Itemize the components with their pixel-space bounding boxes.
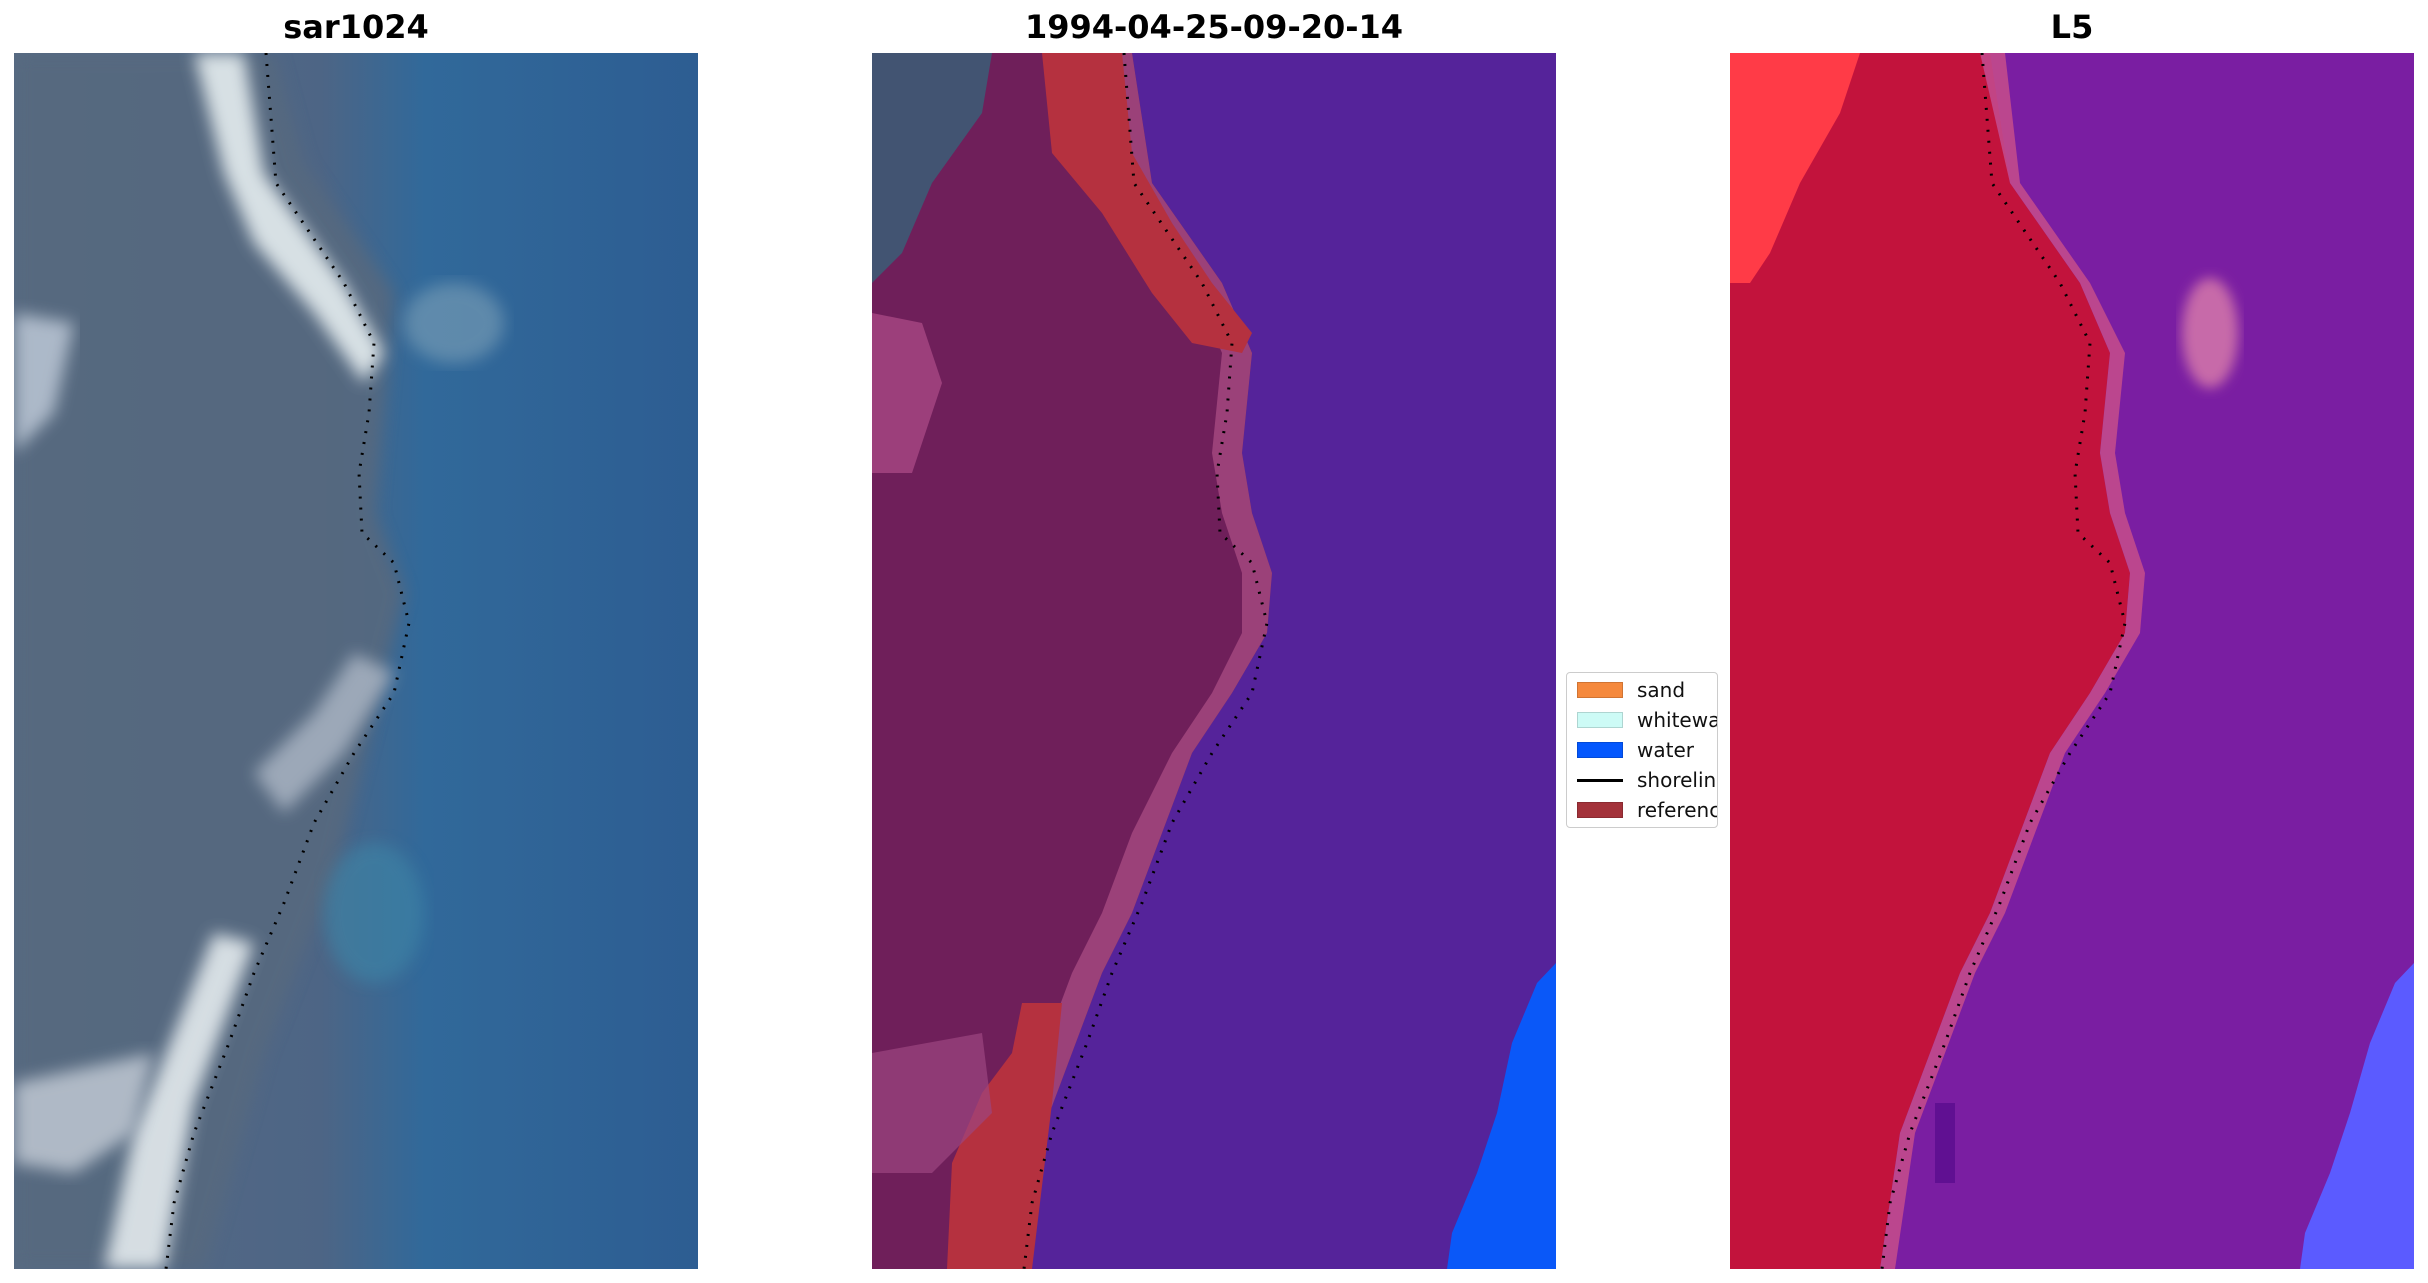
- sar-land-overlay: [872, 53, 992, 283]
- legend-swatch-water: [1577, 742, 1623, 758]
- legend-item-shoreline: shoreline: [1577, 768, 1717, 792]
- l5-bright-blob: [2182, 278, 2238, 388]
- sar-image-panel: [14, 53, 698, 1269]
- legend-label-shoreline: shoreline: [1637, 768, 1717, 792]
- sar-land-region: [14, 53, 404, 1269]
- sar-surf-zone-3: [104, 933, 254, 1269]
- l5-dark-strip: [1935, 1103, 1955, 1183]
- legend-label-water: water: [1637, 738, 1694, 762]
- legend: sand whitewater water shoreline referenc…: [1566, 672, 1718, 828]
- classification-panel: [872, 53, 1556, 1269]
- l5-image-panel: [1730, 53, 2414, 1269]
- legend-label-reference: reference: [1637, 798, 1717, 822]
- sar-bright-patch-2: [14, 1053, 154, 1173]
- legend-swatch-whitewater: [1577, 712, 1623, 728]
- bright-water-class-area: [1447, 963, 1556, 1269]
- legend-label-sand: sand: [1637, 678, 1686, 702]
- l5-bright-water: [2300, 963, 2414, 1269]
- l5-land-edge: [1880, 53, 2145, 1269]
- sar-image: [14, 53, 698, 1269]
- shoreline: [1880, 53, 2127, 1269]
- shoreline: [1022, 53, 1269, 1269]
- sar-water-highlight: [324, 843, 424, 983]
- legend-item-reference: reference: [1577, 798, 1717, 822]
- legend-item-water: water: [1577, 738, 1694, 762]
- legend-line-shoreline: [1577, 778, 1623, 782]
- legend-item-whitewater: whitewater: [1577, 708, 1718, 732]
- sar-water-highlight-2: [404, 283, 504, 363]
- legend-swatch-reference: [1577, 802, 1623, 818]
- pink-patch-2: [872, 1033, 992, 1173]
- legend-swatch-sand: [1577, 682, 1623, 698]
- l5-image: [1730, 53, 2414, 1269]
- l5-bright-land: [1730, 53, 1860, 283]
- pink-patch: [872, 313, 942, 473]
- panel-title-sar: sar1024: [283, 8, 429, 46]
- classification-image: [872, 53, 1556, 1269]
- shoreline: [164, 53, 411, 1269]
- legend-item-sand: sand: [1577, 678, 1685, 702]
- land-class-area: [872, 53, 1272, 1269]
- sar-surf-zone-2: [254, 653, 394, 813]
- legend-label-whitewater: whitewater: [1637, 708, 1718, 732]
- panel-title-date: 1994-04-25-09-20-14: [1024, 8, 1404, 46]
- panel-title-l5: L5: [2050, 8, 2094, 46]
- l5-land-area: [1730, 53, 2130, 1269]
- sar-surf-zone: [194, 53, 384, 383]
- sar-bright-patch: [14, 313, 74, 453]
